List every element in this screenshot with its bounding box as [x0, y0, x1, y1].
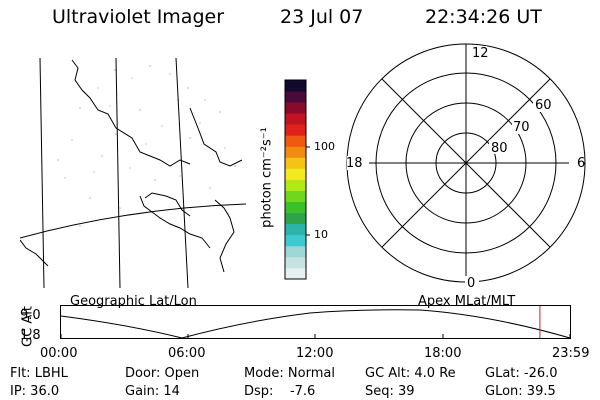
glat-value: GLat: -26.0: [485, 366, 558, 381]
colorbar-frame: [284, 79, 307, 280]
colorbar-cell: [285, 168, 306, 180]
colorbar-unit-label: photon cm⁻²s⁻¹: [259, 127, 275, 228]
lat-label-70: 70: [513, 120, 530, 135]
x-tick-label-0600: 06:00: [168, 346, 206, 361]
altitude-tick-1-8: 1.8: [20, 328, 41, 343]
colorbar-cell: [285, 157, 306, 169]
colorbar-cell: [285, 179, 306, 191]
colorbar-cell: [285, 245, 306, 258]
altitude-frame: [60, 305, 571, 339]
geographic-map: [20, 57, 247, 288]
gc-alt-value: GC Alt: 4.0 Re: [365, 366, 456, 381]
x-tick-label-1200: 12:00: [296, 346, 334, 361]
mlt-label-18: 18: [346, 156, 363, 171]
polar-diagonal-2: [381, 78, 551, 248]
polar-plot: [346, 43, 586, 290]
colorbar-cell: [285, 80, 306, 92]
door-status: Door: Open: [125, 366, 200, 381]
gain-value: Gain: 14: [125, 384, 180, 399]
colorbar-cell: [285, 212, 306, 225]
colorbar-cell: [285, 267, 306, 280]
mode-value: Mode: Normal: [244, 366, 335, 381]
colorbar-tick-label-100: 100: [314, 140, 335, 153]
seq-value: Seq: 39: [365, 384, 415, 399]
colorbar-cell: [285, 102, 306, 114]
colorbar-cell: [285, 124, 306, 136]
colorbar-cell: [285, 135, 306, 147]
mlt-label-12: 12: [472, 46, 489, 61]
ip-value: IP: 36.0: [10, 384, 60, 399]
lat-lon-grid: [20, 57, 247, 288]
colorbar-cell: [285, 201, 306, 214]
x-tick-label-1800: 18:00: [424, 346, 462, 361]
colorbar-cell: [285, 256, 306, 269]
airglow-speckle: [56, 64, 237, 228]
colorbar-cell: [285, 91, 306, 103]
dsp-value: Dsp: -7.6: [244, 384, 316, 399]
x-tick-label-2359: 23:59: [552, 346, 590, 361]
mlt-label-0: 0: [467, 276, 476, 291]
lat-label-80: 80: [491, 141, 508, 156]
altitude-plot: [60, 305, 571, 339]
colorbar-cell: [285, 190, 306, 203]
colorbar-tick-label-10: 10: [314, 228, 328, 241]
altitude-tick-9-0: 9.0: [20, 308, 41, 323]
colorbar: [284, 79, 310, 280]
time-label: 22:34:26 UT: [425, 6, 542, 28]
lat-label-60: 60: [535, 98, 552, 113]
coastlines: [20, 59, 243, 273]
glon-value: GLon: 39.5: [485, 384, 556, 399]
colorbar-cell: [285, 113, 306, 125]
altitude-curve: [60, 309, 571, 339]
mlt-label-6: 6: [577, 156, 586, 171]
colorbar-cell: [285, 223, 306, 236]
colorbar-cell: [285, 234, 306, 247]
filter-value: Flt: LBHL: [10, 366, 68, 381]
instrument-title: Ultraviolet Imager: [52, 6, 225, 28]
date-label: 23 Jul 07: [280, 6, 364, 28]
x-tick-label-0000: 00:00: [40, 346, 78, 361]
colorbar-cell: [285, 146, 306, 158]
